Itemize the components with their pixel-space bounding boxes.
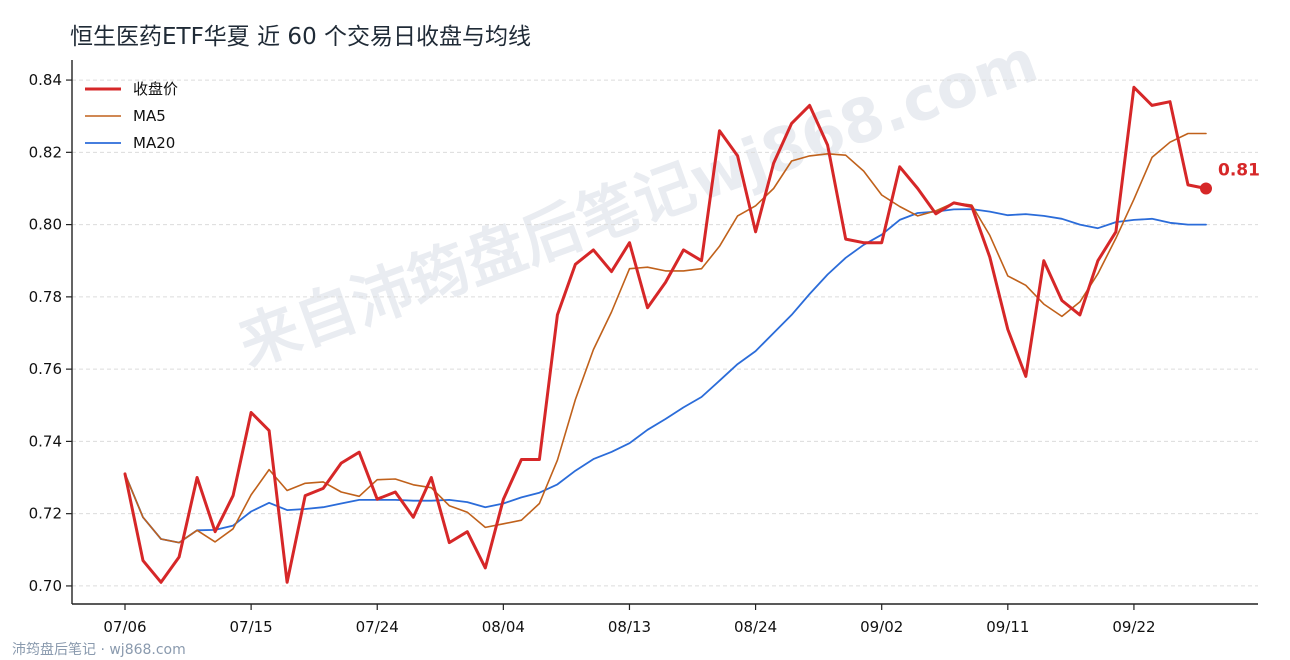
- x-tick-label: 09/02: [860, 618, 903, 636]
- footer-credit: 沛筠盘后笔记 · wj868.com: [12, 641, 186, 658]
- x-tick-label: 09/22: [1112, 618, 1155, 636]
- series-line-close: [123, 85, 1208, 584]
- watermark-text: 来自沛筠盘后笔记wj868.com: [230, 26, 1046, 380]
- y-tick-label: 0.74: [29, 432, 62, 450]
- legend-label: MA20: [133, 134, 175, 152]
- y-tick-label: 0.72: [29, 505, 62, 523]
- x-axis-ticks: 07/06 07/15 07/24 08/04 08/13 08/24 09/02 09/11…: [103, 604, 1156, 636]
- x-tick-label: 08/13: [608, 618, 651, 636]
- series-lines: [123, 85, 1208, 584]
- y-tick-label: 0.82: [29, 143, 62, 161]
- chart-title: 恒生医药ETF华夏 近 60 个交易日收盘与均线: [70, 24, 531, 50]
- y-tick-label: 0.76: [29, 360, 62, 378]
- x-tick-label: 08/24: [734, 618, 777, 636]
- x-tick-label: 07/06: [103, 618, 146, 636]
- x-tick-label: 08/04: [482, 618, 525, 636]
- x-tick-label: 07/15: [229, 618, 272, 636]
- y-tick-label: 0.84: [29, 71, 62, 89]
- legend-label: MA5: [133, 107, 166, 125]
- series-line-ma5: [124, 132, 1207, 544]
- series-line-ma20: [124, 208, 1207, 544]
- legend: 收盘价 MA5 MA20: [85, 80, 178, 152]
- y-axis-ticks: 0.70 0.72 0.74 0.76 0.78 0.80 0.82 0.84: [29, 71, 72, 595]
- y-tick-label: 0.78: [29, 288, 62, 306]
- y-tick-label: 0.80: [29, 216, 62, 234]
- annotations: 0.81: [1200, 160, 1260, 195]
- x-tick-label: 09/11: [986, 618, 1029, 636]
- x-tick-label: 07/24: [356, 618, 399, 636]
- y-tick-label: 0.70: [29, 577, 62, 595]
- legend-label: 收盘价: [133, 80, 178, 98]
- last-value-label: 0.81: [1218, 160, 1260, 180]
- last-point-marker: [1200, 182, 1212, 195]
